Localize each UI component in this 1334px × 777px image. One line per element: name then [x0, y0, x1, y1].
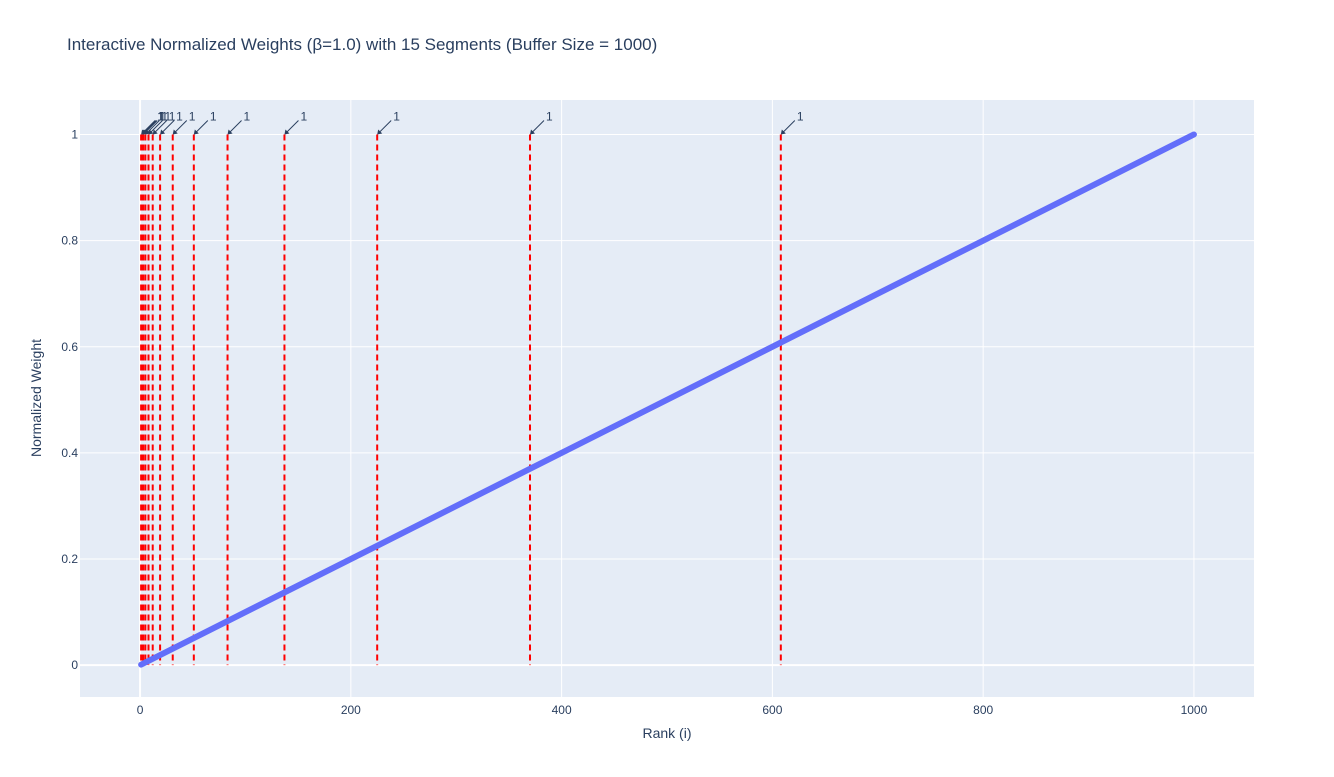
y-tick-label: 0.6 [61, 340, 78, 354]
annotation: 1 [780, 109, 804, 135]
x-tick-label: 800 [973, 703, 993, 717]
y-axis-ticks: 0 0.2 0.4 0.6 0.8 1 [61, 127, 78, 672]
annotation-arrow [285, 120, 299, 134]
annotation-label: 1 [244, 109, 251, 123]
annotation-label: 1 [300, 109, 307, 123]
annotation: 1 [172, 109, 196, 135]
annotation-arrow [228, 120, 242, 134]
annotation-arrow [160, 120, 175, 134]
annotation-arrow [153, 120, 168, 134]
annotation-arrowhead [160, 129, 166, 135]
grid [80, 100, 1254, 697]
annotation-arrowhead [172, 129, 178, 135]
y-tick-label: 0.4 [61, 446, 78, 460]
annotation-arrowhead [152, 129, 158, 135]
annotation-label: 1 [546, 109, 553, 123]
annotation-arrowhead [377, 129, 383, 135]
annotation-label: 1 [176, 109, 183, 123]
annotation-label: 1 [210, 109, 217, 123]
zero-lines [80, 100, 1254, 697]
annotation-arrowhead [193, 129, 199, 135]
x-axis-ticks: 0 200 400 600 800 1000 [137, 703, 1208, 717]
annotation: 1 [152, 109, 176, 135]
x-tick-label: 0 [137, 703, 144, 717]
annotation-arrowhead [284, 129, 290, 135]
y-tick-label: 0.8 [61, 234, 78, 248]
annotation-label: 1 [165, 109, 172, 123]
series-line [138, 131, 1197, 668]
annotation-arrow [781, 120, 796, 134]
annotation: 1 [148, 109, 172, 135]
annotation: 1 [529, 109, 553, 135]
annotation-arrowhead [227, 129, 233, 135]
annotation: 1 [284, 109, 307, 135]
y-tick-label: 0 [71, 658, 78, 672]
series-group [138, 131, 1197, 668]
annotation-label: 1 [393, 109, 400, 123]
annotation: 1 [227, 109, 251, 135]
annotation: 1 [377, 109, 400, 135]
annotation-label: 1 [169, 109, 176, 123]
annotation-label: 1 [189, 109, 196, 123]
y-tick-label: 1 [71, 127, 78, 141]
x-tick-label: 600 [762, 703, 782, 717]
x-tick-label: 1000 [1181, 703, 1208, 717]
segment-boundaries [140, 134, 782, 666]
annotation: 1 [160, 109, 183, 135]
y-axis-title: Normalized Weight [28, 339, 44, 457]
annotation-arrow [173, 120, 188, 134]
x-tick-label: 400 [552, 703, 572, 717]
annotation-arrow [530, 120, 545, 134]
annotation-arrow [194, 120, 209, 134]
annotation-label: 1 [157, 109, 164, 123]
annotation-arrow [377, 120, 392, 134]
annotation-arrow [145, 120, 160, 134]
annotation-arrowhead [148, 129, 154, 135]
annotation-label: 1 [158, 109, 165, 123]
annotation: 1 [193, 109, 217, 135]
annotation-label: 1 [161, 109, 168, 123]
x-tick-label: 200 [341, 703, 361, 717]
annotation-arrowhead [529, 129, 535, 135]
chart-title: Interactive Normalized Weights (β=1.0) w… [67, 35, 657, 54]
annotation-label: 1 [159, 109, 166, 123]
annotation-label: 1 [797, 109, 804, 123]
annotation-arrow [149, 120, 163, 134]
y-tick-label: 0.2 [61, 552, 78, 566]
x-axis-title: Rank (i) [642, 725, 691, 741]
annotation-arrowhead [780, 129, 786, 135]
